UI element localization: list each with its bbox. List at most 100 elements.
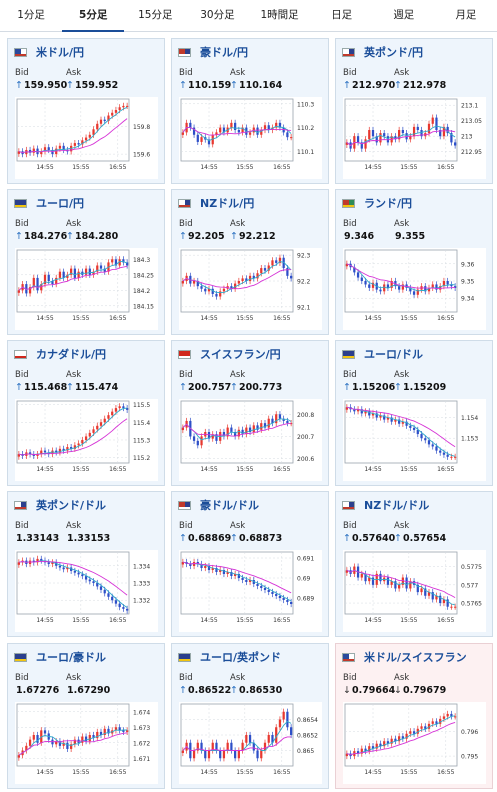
price-chart[interactable]: 1.674 1.673 1.672 1.671 14:55 15:55 16:55 (15, 702, 158, 784)
candle-body (88, 735, 91, 742)
pair-name[interactable]: 豪ドル/ドル (200, 499, 260, 512)
pair-name[interactable]: ユーロ/英ポンド (200, 651, 282, 664)
candle-body (394, 419, 397, 422)
tab-1[interactable]: 5分足 (62, 0, 125, 32)
tab-4[interactable]: 1時間足 (260, 9, 299, 21)
price-chart[interactable]: 0.691 0.69 0.689 14:55 15:55 16:55 (179, 550, 322, 632)
y-tick-label: 9.35 (461, 279, 475, 286)
candle-body (28, 739, 32, 746)
price-chart[interactable]: 115.5 115.4 115.3 115.2 14:55 15:55 16:55 (15, 399, 158, 481)
candle-body (107, 415, 110, 419)
ask-price: 212.978 (402, 80, 447, 91)
pair-name[interactable]: ユーロ/ドル (364, 348, 424, 361)
rate-card[interactable]: カナダドル/円 Bid Ask ↑115.468 ↑115.474 115.5 115.4 1… (7, 340, 165, 486)
rate-card[interactable]: ランド/円 Bid Ask 9.346 9.355 9.36 9.35 9.34 14:55 15… (335, 189, 493, 335)
pair-name[interactable]: 英ポンド/ドル (36, 499, 107, 512)
candle-body (278, 719, 282, 728)
price-chart[interactable]: 1.334 1.333 1.332 14:55 15:55 16:55 (15, 550, 158, 632)
chart-background (179, 97, 322, 179)
pair-name[interactable]: NZドル/ドル (364, 499, 430, 512)
pair-name[interactable]: ランド/円 (364, 197, 413, 210)
price-chart[interactable]: 92.3 92.2 92.1 14:55 15:55 16:55 (179, 248, 322, 330)
pair-name[interactable]: カナダドル/円 (36, 348, 107, 361)
tab-7[interactable]: 月足 (455, 9, 477, 21)
price-chart[interactable]: 1.154 1.153 14:55 15:55 16:55 (343, 399, 486, 481)
candle-body (427, 723, 431, 729)
rate-card[interactable]: ユーロ/ドル Bid Ask ↑1.15206 ↑1.15209 1.154 1.153 14… (335, 340, 493, 486)
card-header: 豪ドル/ドル (178, 498, 259, 512)
candle-body (122, 607, 125, 609)
price-chart[interactable]: 213.1 213.05 213 212.95 14:55 15:55 16:55 (343, 97, 486, 179)
bid-label: Bid (343, 219, 357, 229)
candle-body (442, 126, 446, 137)
price-chart[interactable]: 0.5775 0.577 0.5765 14:55 15:55 16:55 (343, 550, 486, 632)
rate-card[interactable]: 豪ドル/ドル Bid Ask ↑0.68869 ↑0.68873 0.691 0.69 0.6… (171, 491, 329, 637)
y-tick-label: 1.334 (133, 563, 150, 570)
candle-body (196, 134, 199, 142)
rate-card[interactable]: スイスフラン/円 Bid Ask ↑200.757 ↑200.773 200.8 200.7… (171, 340, 329, 486)
bid-price: 115.468 (23, 382, 68, 393)
tab-5[interactable]: 日足 (331, 9, 353, 21)
pair-name[interactable]: ユーロ/豪ドル (36, 651, 107, 664)
candle-body (234, 283, 237, 289)
bid-label: Bid (15, 370, 29, 380)
rate-card[interactable]: NZドル/円 Bid Ask ↑92.205 ↑92.212 92.3 92.2 92.1 14… (171, 189, 329, 335)
candle-body (409, 287, 412, 292)
price-chart[interactable]: 110.3 110.2 110.1 14:55 15:55 16:55 (179, 97, 322, 179)
rate-card[interactable]: ユーロ/円 Bid Ask ↑184.276 ↑184.280 184.3 184.25 18… (7, 189, 165, 335)
tab-0[interactable]: 1分足 (17, 9, 45, 21)
rate-card[interactable]: 英ポンド/ドル Bid Ask 1.33143 1.33153 1.334 1.333 1.3… (7, 491, 165, 637)
candle-body (234, 432, 237, 437)
chart-svg: 0.5775 0.577 0.5765 14:55 15:55 16:55 (343, 550, 486, 632)
rate-card[interactable]: 豪ドル/円 Bid Ask ↑110.159 ↑110.164 110.3 110.2 110… (171, 38, 329, 184)
x-tick-label: 16:55 (437, 466, 454, 473)
ask-value: 1.67290 (66, 685, 110, 696)
pair-name[interactable]: スイスフラン/円 (200, 348, 281, 361)
pair-name[interactable]: 米ドル/円 (36, 46, 85, 59)
rate-card[interactable]: 米ドル/スイスフラン Bid Ask ↓0.79664 ↓0.79679 0.796 0.7… (335, 643, 493, 789)
x-tick-label: 14:55 (36, 769, 53, 776)
candle-body (450, 456, 453, 458)
price-chart[interactable]: 9.36 9.35 9.34 14:55 15:55 16:55 (343, 248, 486, 330)
pair-name[interactable]: 米ドル/スイスフラン (364, 651, 467, 664)
candle-body (394, 581, 397, 589)
candle-body (256, 425, 259, 430)
pair-name[interactable]: 英ポンド/円 (364, 46, 424, 59)
candle-body (375, 136, 378, 143)
tab-2[interactable]: 15分足 (138, 9, 173, 21)
rate-card[interactable]: ユーロ/豪ドル Bid Ask 1.67276 1.67290 1.674 1.673 1.6… (7, 643, 165, 789)
candle-body (111, 112, 114, 116)
tab-3[interactable]: 30分足 (200, 9, 235, 21)
pair-name[interactable]: ユーロ/円 (36, 197, 85, 210)
candle-body (275, 260, 278, 263)
rate-card[interactable]: NZドル/ドル Bid Ask ↑0.57640 ↑0.57654 0.5775 0.577… (335, 491, 493, 637)
rate-card[interactable]: ユーロ/英ポンド Bid Ask ↑0.86522 ↑0.86530 0.8654 0.86… (171, 643, 329, 789)
candle-body (96, 731, 99, 739)
price-chart[interactable]: 0.796 0.795 14:55 15:55 16:55 (343, 702, 486, 784)
candle-body (66, 567, 69, 570)
tab-6[interactable]: 週足 (393, 9, 415, 21)
y-tick-label: 9.36 (461, 261, 475, 268)
ask-price: 9.355 (395, 231, 426, 242)
rate-card[interactable]: 米ドル/円 Bid Ask ↑159.950 ↑159.952 159.8 159.6 14:… (7, 38, 165, 184)
y-tick-label: 115.2 (133, 455, 150, 462)
pair-name[interactable]: NZドル/円 (200, 197, 255, 210)
candle-body (248, 132, 252, 135)
bid-price: 159.950 (23, 80, 68, 91)
candle-body (226, 427, 229, 437)
pair-name[interactable]: 豪ドル/円 (200, 46, 249, 59)
candle-body (383, 133, 386, 137)
ask-price: 0.79679 (402, 685, 447, 696)
ask-label: Ask (230, 370, 246, 380)
rate-card[interactable]: 英ポンド/円 Bid Ask ↑212.970 ↑212.978 213.1 213.05 2… (335, 38, 493, 184)
candle-body (368, 284, 371, 288)
price-chart[interactable]: 200.8 200.7 200.6 14:55 15:55 16:55 (179, 399, 322, 481)
candle-body (111, 411, 114, 416)
x-tick-label: 15:55 (72, 466, 89, 473)
ask-arrow-icon: ↑ (230, 80, 238, 91)
price-chart[interactable]: 184.3 184.25 184.2 184.15 14:55 15:55 16:55 (15, 248, 158, 330)
price-chart[interactable]: 159.8 159.6 14:55 15:55 16:55 (15, 97, 158, 179)
price-chart[interactable]: 0.8654 0.8652 0.865 14:55 15:55 16:55 (179, 702, 322, 784)
x-tick-label: 15:55 (236, 617, 253, 624)
ask-label: Ask (394, 673, 410, 683)
